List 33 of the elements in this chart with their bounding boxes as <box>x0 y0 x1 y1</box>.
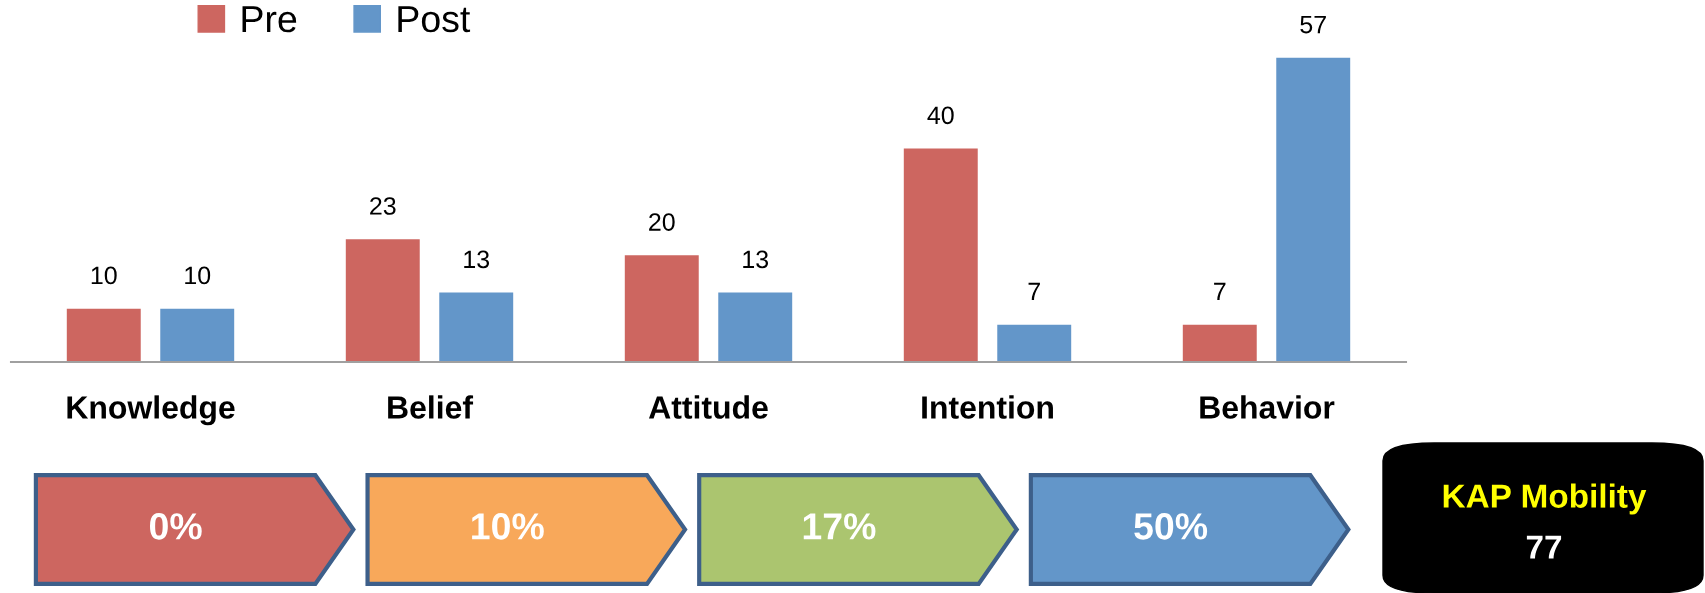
data-label: 10 <box>91 266 117 285</box>
data-label: 10 <box>185 266 211 285</box>
data-label: 23 <box>370 197 396 215</box>
bar <box>718 292 793 362</box>
legend-label: Pre <box>242 6 297 33</box>
bar <box>903 148 978 362</box>
data-label: 20 <box>649 213 675 231</box>
data-label: 57 <box>1300 15 1326 34</box>
text: KAP Mobility <box>1443 483 1647 515</box>
data-label: 13 <box>743 250 769 269</box>
bar <box>66 308 141 362</box>
x-tick-label: Behavior <box>1200 395 1335 419</box>
x-tick-label: Knowledge <box>67 395 235 426</box>
text: 77 <box>1526 535 1562 559</box>
bar <box>345 239 420 362</box>
bar <box>624 255 699 362</box>
bar <box>439 292 514 362</box>
x-tick-label: Attitude <box>648 395 768 419</box>
bar <box>1182 324 1257 362</box>
text: 10% <box>472 513 544 540</box>
x-tick-label: Intention <box>922 395 1053 419</box>
data-label: 40 <box>927 106 954 125</box>
text: 50% <box>1134 513 1208 540</box>
bar <box>160 308 235 362</box>
data-label: 7 <box>1214 282 1226 301</box>
legend-label: Post <box>398 6 471 33</box>
bar <box>1276 57 1351 362</box>
data-label: 7 <box>1028 282 1040 301</box>
data-label: 13 <box>464 250 490 269</box>
bar <box>997 324 1072 362</box>
x-tick-label: Belief <box>388 395 474 419</box>
text: 0% <box>150 513 202 540</box>
text: 17% <box>803 513 876 540</box>
